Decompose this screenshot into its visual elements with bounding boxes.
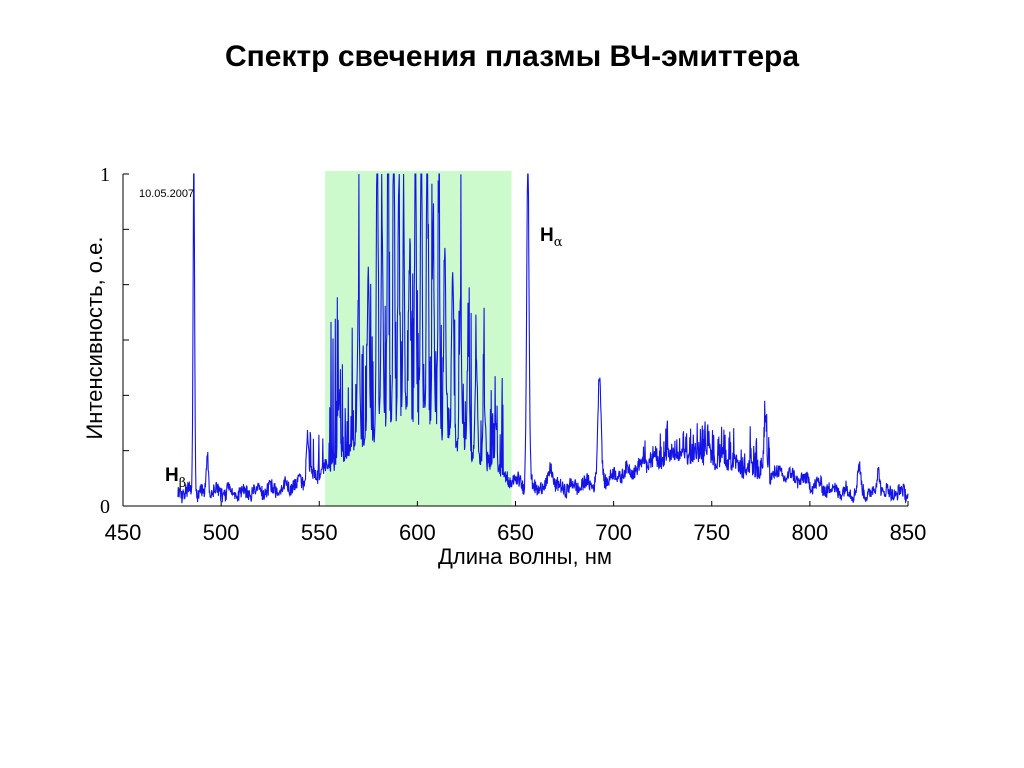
- h-alpha-subscript: α: [554, 235, 563, 250]
- slide-title: Спектр свечения плазмы ВЧ-эмиттера: [224, 40, 800, 73]
- svg-text:Hα: Hα: [540, 225, 563, 250]
- x-axis: 450 500 550 600 650 700 750 800 850: [105, 501, 927, 545]
- y-axis: 01: [100, 164, 129, 518]
- h-beta-subscript: β: [179, 476, 187, 491]
- x-tick-label-700: 700: [595, 520, 632, 545]
- x-tick-label-650: 650: [497, 520, 534, 545]
- x-tick-label-750: 750: [693, 520, 730, 545]
- x-tick-label-800: 800: [792, 520, 829, 545]
- date-annotation: 10.05.2007: [139, 188, 194, 200]
- x-tick-label-500: 500: [203, 520, 240, 545]
- x-tick-label-450: 450: [105, 520, 142, 545]
- spectrum-series-line: [177, 173, 909, 504]
- h-beta-letter: H: [165, 465, 179, 486]
- x-axis-label: Длина волны, нм: [438, 544, 612, 569]
- svg-text:Hβ: Hβ: [165, 465, 186, 491]
- y-tick-label-0: 0: [100, 496, 110, 518]
- y-axis-label: Интенсивность, о.е.: [82, 237, 107, 440]
- h-alpha-label: Hα: [540, 225, 563, 250]
- h-beta-label: Hβ: [165, 465, 186, 491]
- x-tick-label-850: 850: [890, 520, 927, 545]
- x-tick-label-600: 600: [399, 520, 436, 545]
- h-alpha-letter: H: [540, 225, 554, 246]
- x-tick-label-550: 550: [301, 520, 338, 545]
- y-tick-label-1: 1: [100, 164, 110, 186]
